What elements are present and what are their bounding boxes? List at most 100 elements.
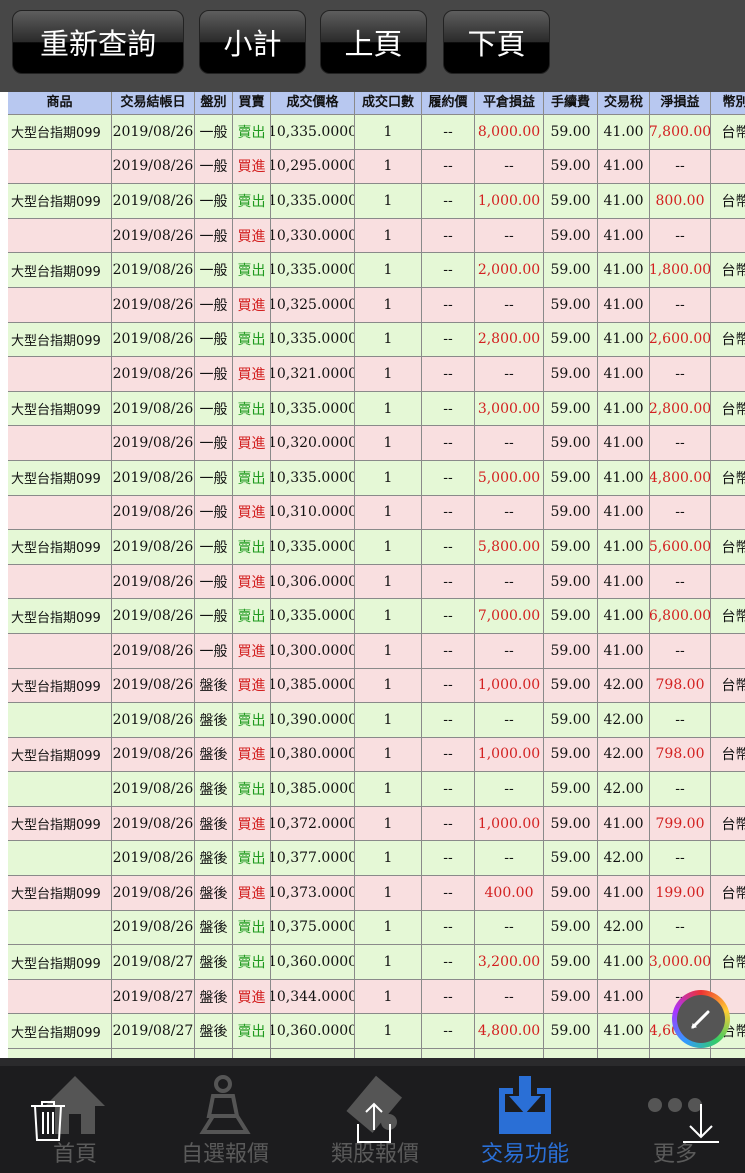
cell-qty: 1 <box>355 357 422 391</box>
cell-qty: 1 <box>355 218 422 253</box>
cell-session: 盤後 <box>195 1014 233 1049</box>
cell-fee: 59.00 <box>544 115 598 149</box>
cell-price: 10,385.0000 <box>271 668 355 703</box>
cell-fee: 59.00 <box>544 149 598 184</box>
cell-fee: 59.00 <box>544 253 598 287</box>
cell-side: 賣出 <box>233 1014 271 1049</box>
cell-strike: -- <box>422 115 475 149</box>
cell-tax: 41.00 <box>598 115 650 149</box>
table-row[interactable]: 2019/08/26 一般 買進 10,306.0000 1 -- -- 59.00 41.00… <box>8 564 745 600</box>
cell-net-pnl: 2,800.00 <box>650 391 711 426</box>
tab-0[interactable]: 首頁 <box>0 1066 150 1173</box>
cell-close-pnl: -- <box>475 841 544 876</box>
cell-strike: -- <box>422 910 475 945</box>
cell-session: 一般 <box>195 322 233 357</box>
table-row[interactable]: 大型台指期099 2019/08/26 一般 賣出 10,335.0000 1 -- 8,00… <box>8 115 745 150</box>
table-row[interactable]: 大型台指期099 2019/08/26 一般 賣出 10,335.0000 1 -- 2,80… <box>8 322 745 358</box>
cell-settle-date: 2019/08/26 <box>112 876 195 910</box>
table-row[interactable]: 2019/08/26 一般 買進 10,300.0000 1 -- -- 59.00 41.00… <box>8 633 745 669</box>
table-row[interactable]: 大型台指期099 2019/08/26 一般 賣出 10,335.0000 1 -- 7,00… <box>8 599 745 634</box>
cell-strike: -- <box>422 426 475 460</box>
table-row[interactable]: 大型台指期099 2019/08/26 盤後 買進 10,385.0000 1 -- 1,00… <box>8 668 745 704</box>
cell-close-pnl: 7,000.00 <box>475 599 544 633</box>
tab-4[interactable]: 更多 <box>600 1066 745 1173</box>
cell-close-pnl: 3,200.00 <box>475 945 544 979</box>
cell-strike: -- <box>422 1014 475 1049</box>
cell-product: 大型台指期099 <box>8 530 112 564</box>
cell-price: 10,335.0000 <box>271 322 355 357</box>
cell-side: 賣出 <box>233 599 271 633</box>
prev-page-button[interactable]: 上頁 <box>320 10 427 74</box>
table-row[interactable]: 大型台指期099 2019/08/26 盤後 買進 10,372.0000 1 -- 1,00… <box>8 806 745 842</box>
cell-close-pnl: 5,000.00 <box>475 460 544 495</box>
table-row[interactable]: 大型台指期099 2019/08/26 一般 賣出 10,335.0000 1 -- 3,00… <box>8 391 745 427</box>
table-row[interactable]: 2019/08/26 一般 買進 10,325.0000 1 -- -- 59.00 41.00… <box>8 287 745 323</box>
cell-close-pnl: -- <box>475 287 544 322</box>
cell-side: 買進 <box>233 633 271 668</box>
cell-net-pnl: -- <box>650 564 711 599</box>
cell-tax: 41.00 <box>598 806 650 841</box>
cell-tax: 42.00 <box>598 703 650 737</box>
cell-currency: 台幣 <box>711 530 745 564</box>
cell-qty: 1 <box>355 945 422 979</box>
cell-strike: -- <box>422 633 475 668</box>
cell-session: 盤後 <box>195 806 233 841</box>
cell-qty: 1 <box>355 391 422 426</box>
table-row[interactable]: 2019/08/26 一般 買進 10,320.0000 1 -- -- 59.00 41.00… <box>8 426 745 461</box>
tab-1[interactable]: 自選報價 <box>150 1066 300 1173</box>
cell-price: 10,380.0000 <box>271 737 355 772</box>
table-row[interactable]: 2019/08/26 一般 買進 10,310.0000 1 -- -- 59.00 41.00… <box>8 495 745 531</box>
table-row[interactable]: 大型台指期099 2019/08/27 盤後 賣出 10,360.0000 1 -- 4,80… <box>8 1014 745 1050</box>
cell-fee: 59.00 <box>544 460 598 495</box>
table-row[interactable]: 大型台指期099 2019/08/26 一般 賣出 10,335.0000 1 -- 5,00… <box>8 460 745 496</box>
cell-fee: 59.00 <box>544 668 598 703</box>
cell-fee: 59.00 <box>544 287 598 322</box>
cell-settle-date: 2019/08/26 <box>112 841 195 876</box>
cell-fee: 59.00 <box>544 703 598 737</box>
table-row[interactable]: 2019/08/26 一般 買進 10,321.0000 1 -- -- 59.00 41.00… <box>8 357 745 392</box>
share-icon[interactable] <box>356 1102 392 1148</box>
cell-settle-date: 2019/08/26 <box>112 218 195 253</box>
download-icon[interactable] <box>682 1102 720 1148</box>
requery-button[interactable]: 重新查詢 <box>12 10 184 74</box>
cell-net-pnl: -- <box>650 841 711 876</box>
cell-settle-date: 2019/08/26 <box>112 668 195 703</box>
cell-fee: 59.00 <box>544 564 598 599</box>
table-row[interactable]: 大型台指期099 2019/08/26 一般 賣出 10,335.0000 1 -- 2,00… <box>8 253 745 288</box>
table-row[interactable]: 大型台指期099 2019/08/26 盤後 買進 10,380.0000 1 -- 1,00… <box>8 737 745 773</box>
cell-currency: 台幣 <box>711 253 745 287</box>
table-row[interactable]: 大型台指期099 2019/08/26 盤後 買進 10,373.0000 1 -- 400.… <box>8 876 745 911</box>
cell-tax: 42.00 <box>598 910 650 945</box>
table-row[interactable]: 大型台指期099 2019/08/26 一般 賣出 10,335.0000 1 -- 1,00… <box>8 184 745 219</box>
tab-3[interactable]: 交易功能 <box>450 1066 600 1173</box>
table-row[interactable]: 2019/08/26 一般 買進 10,330.0000 1 -- -- 59.00 41.00… <box>8 218 745 254</box>
trash-icon[interactable] <box>30 1100 66 1146</box>
cell-qty: 1 <box>355 460 422 495</box>
cell-qty: 1 <box>355 495 422 530</box>
toolbar: 重新查詢 小計 上頁 下頁 <box>0 0 745 92</box>
table-row[interactable]: 大型台指期099 2019/08/27 盤後 賣出 10,360.0000 1 -- 3,20… <box>8 945 745 980</box>
cell-tax: 41.00 <box>598 1014 650 1049</box>
table-row[interactable]: 2019/08/26 盤後 賣出 10,377.0000 1 -- -- 59.00 42.00… <box>8 841 745 877</box>
cell-close-pnl: 2,000.00 <box>475 253 544 287</box>
edit-button[interactable] <box>672 990 730 1048</box>
cell-qty: 1 <box>355 737 422 772</box>
cell-product <box>8 979 112 1014</box>
table-row[interactable]: 2019/08/26 盤後 賣出 10,385.0000 1 -- -- 59.00 42.00… <box>8 772 745 807</box>
cell-qty: 1 <box>355 287 422 322</box>
cell-tax: 41.00 <box>598 945 650 979</box>
table-row[interactable]: 大型台指期099 2019/08/26 一般 賣出 10,335.0000 1 -- 5,80… <box>8 530 745 565</box>
cell-currency <box>711 703 745 737</box>
table-row[interactable]: 2019/08/26 盤後 賣出 10,375.0000 1 -- -- 59.00 42.00… <box>8 910 745 946</box>
cell-fee: 59.00 <box>544 945 598 979</box>
table-row[interactable]: 2019/08/27 盤後 買進 10,344.0000 1 -- -- 59.00 41.00… <box>8 979 745 1015</box>
table-row[interactable]: 2019/08/26 盤後 賣出 10,390.0000 1 -- -- 59.00 42.00… <box>8 703 745 738</box>
cell-qty: 1 <box>355 668 422 703</box>
cell-session: 盤後 <box>195 910 233 945</box>
next-page-button[interactable]: 下頁 <box>443 10 550 74</box>
cell-tax: 41.00 <box>598 322 650 357</box>
column-header: 商品 <box>8 82 112 114</box>
table-row[interactable]: 2019/08/26 一般 買進 10,295.0000 1 -- -- 59.00 41.00… <box>8 149 745 185</box>
cell-tax: 42.00 <box>598 772 650 806</box>
subtotal-button[interactable]: 小計 <box>199 10 306 74</box>
